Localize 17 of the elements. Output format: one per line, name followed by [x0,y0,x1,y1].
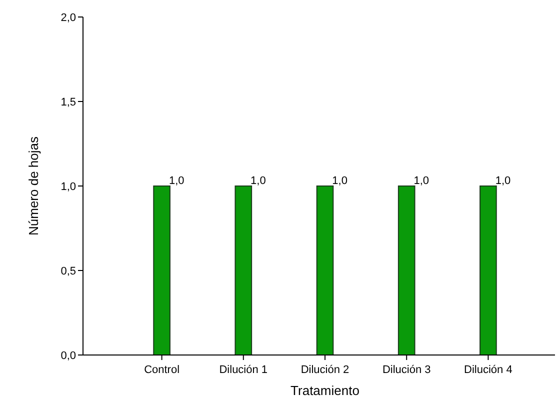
data-label: 1,0 [168,175,184,187]
x-tick-label: Dilución 2 [300,364,350,376]
x-tick-label: Dilución 3 [382,364,431,376]
y-tick-label: 1,0 [60,180,76,193]
x-tick-label: Dilución 1 [219,364,268,376]
x-tick-label: Control [144,364,180,376]
x-tick-label: Dilución 4 [464,364,512,376]
y-tick-label: 2,0 [60,12,76,24]
data-label: 1,0 [414,175,430,187]
y-tick-label: 0,5 [60,265,76,278]
y-axis-title: Número de hojas [26,136,41,236]
data-label: 1,0 [495,175,511,187]
data-label: 1,0 [332,175,348,187]
y-tick-label: 1,5 [60,96,76,108]
x-axis-title: Tratamiento [290,383,360,398]
data-label: 1,0 [250,175,266,187]
y-tick-label: 0,0 [60,350,76,362]
